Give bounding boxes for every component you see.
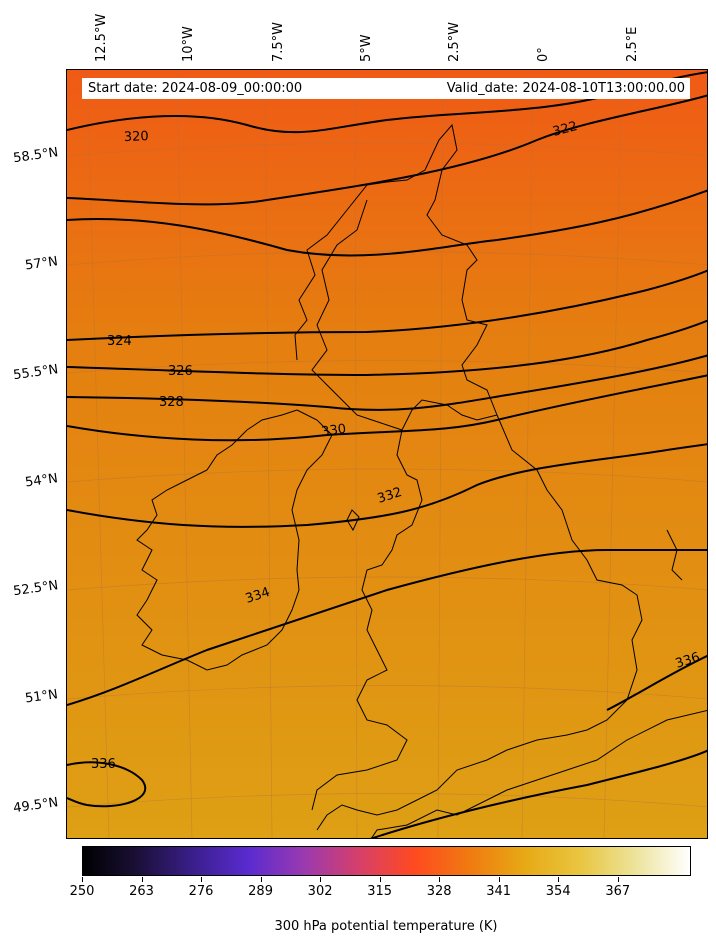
colorbar-tick-label: 250	[69, 884, 95, 899]
colorbar-tick-label: 289	[248, 884, 273, 899]
contour-label-322: 322	[551, 119, 579, 140]
colorbar-tick-label: 328	[426, 884, 452, 899]
contour-label-320: 320	[124, 129, 149, 145]
colorbar-tick-label: 315	[367, 884, 393, 899]
lat-label-51n: 51°N	[24, 687, 60, 707]
lat-label-57n: 57°N	[24, 254, 60, 274]
colorbar-tick-mark	[498, 877, 500, 882]
lat-label-54n: 54°N	[24, 471, 60, 491]
colorbar-tick-mark	[201, 877, 203, 882]
colorbar-tick-label: 354	[545, 884, 571, 899]
date-info-box: Start date: 2024-08-09_00:00:00 Valid_da…	[82, 78, 690, 99]
contour-label-336-east: 336	[674, 650, 702, 672]
valid-date-text: Valid_date: 2024-08-10T13:00:00.00	[446, 81, 685, 96]
contour-label-326: 326	[168, 364, 193, 379]
colorbar	[82, 846, 691, 876]
colorbar-tick-mark	[558, 877, 560, 882]
lat-label-52-5n: 52.5°N	[12, 578, 60, 600]
colorbar-label: 300 hPa potential temperature (K)	[274, 919, 498, 934]
contour-label-336-west: 336	[91, 757, 116, 772]
contour-label-332: 332	[376, 485, 404, 507]
lat-label-58-5n: 58.5°N	[12, 145, 60, 167]
temperature-field	[67, 70, 707, 838]
lon-label-0: 0°	[536, 47, 551, 62]
colorbar-tick-label: 367	[605, 884, 631, 899]
lon-label-2-5e: 2.5°E	[625, 26, 640, 62]
contour-label-group: 320 322 324 326 328 330 332 334 336 336	[91, 119, 702, 772]
contour-label-330: 330	[320, 422, 347, 440]
lon-label-12-5w: 12.5°W	[94, 13, 109, 62]
lat-label-49-5n: 49.5°N	[12, 795, 60, 817]
colorbar-tick-mark	[379, 877, 381, 882]
lon-label-7-5w: 7.5°W	[271, 21, 286, 62]
colorbar-tick-mark	[439, 877, 441, 882]
lon-label-5w: 5°W	[359, 34, 374, 62]
colorbar-tick-mark	[260, 877, 262, 882]
colorbar-tick-label: 276	[188, 884, 214, 899]
lat-label-55-5n: 55.5°N	[12, 362, 60, 384]
colorbar-tick-label: 263	[129, 884, 154, 899]
contour-label-334: 334	[244, 585, 272, 607]
graticule	[67, 70, 707, 838]
start-date-text: Start date: 2024-08-09_00:00:00	[88, 81, 303, 96]
colorbar-tick-mark	[617, 877, 619, 882]
map-canvas: 320 322 324 326 328 330 332 334 336 336	[67, 70, 707, 838]
colorbar-tick-label: 341	[486, 884, 512, 899]
contour-label-328: 328	[159, 395, 184, 410]
colorbar-tick-label: 302	[307, 884, 333, 899]
coastlines	[136, 123, 707, 838]
lon-label-2-5w: 2.5°W	[447, 21, 462, 62]
contour-label-324: 324	[107, 334, 132, 349]
colorbar-tick-mark	[320, 877, 322, 882]
map-area[interactable]: 320 322 324 326 328 330 332 334 336 336	[66, 69, 708, 839]
colorbar-tick-mark	[82, 877, 83, 882]
lon-label-10w: 10°W	[181, 26, 196, 62]
colorbar-tick-mark	[141, 877, 143, 882]
